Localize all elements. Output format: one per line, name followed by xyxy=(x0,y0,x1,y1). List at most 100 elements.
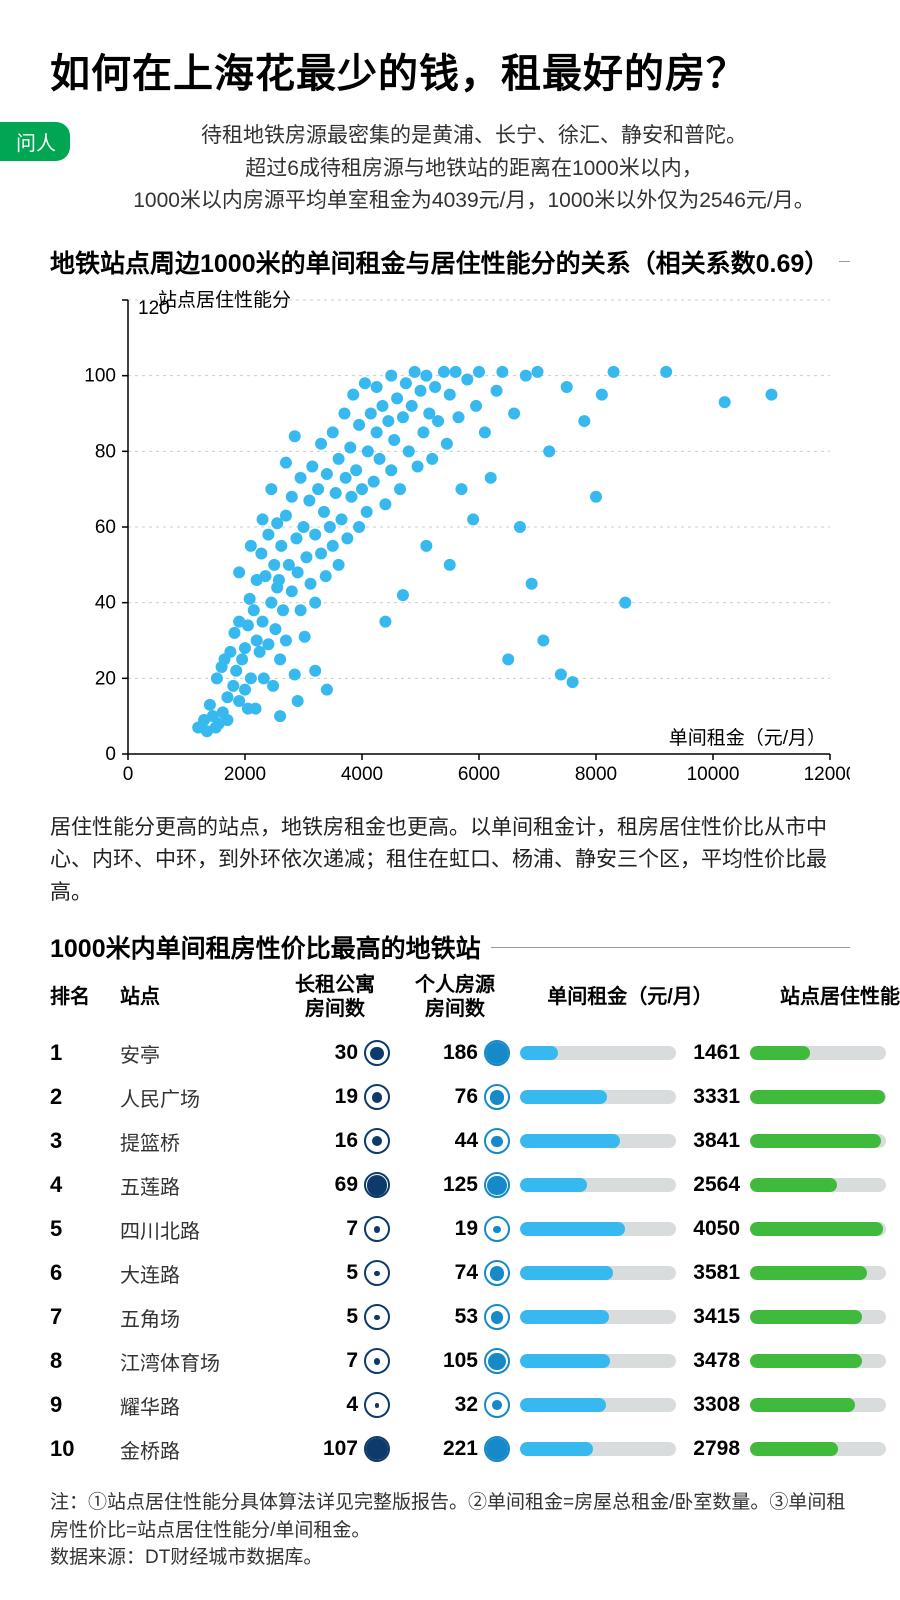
svg-text:10000: 10000 xyxy=(687,764,740,785)
scatter-chart: 0204060801000200040006000800010000120001… xyxy=(50,288,850,798)
table-row: 8 江湾体育场 7 105 3478 xyxy=(50,1339,850,1383)
table-header: 排名 站点 长租公寓房间数 个人房源房间数 单间租金（元/月） 站点居住性能分 xyxy=(50,973,850,1031)
svg-text:站点居住性能分: 站点居住性能分 xyxy=(158,289,291,311)
page-title: 如何在上海花最少的钱，租最好的房？ xyxy=(50,50,850,98)
cell-apt-rooms: 69 xyxy=(280,1172,390,1198)
col-apt: 长租公寓房间数 xyxy=(280,973,390,1021)
col-rent: 单间租金（元/月） xyxy=(520,985,740,1009)
table-row: 6 大连路 5 74 3581 xyxy=(50,1251,850,1295)
cell-apt-rooms: 5 xyxy=(280,1260,390,1286)
cell-personal-rooms: 32 xyxy=(400,1392,510,1418)
cell-rank: 6 xyxy=(50,1260,110,1286)
cell-score-bar: 86 xyxy=(750,1261,900,1285)
cell-score-bar: 98 xyxy=(750,1217,900,1241)
cell-station: 大连路 xyxy=(120,1259,270,1288)
col-station: 站点 xyxy=(120,985,270,1009)
cell-rent-bar: 3478 xyxy=(520,1349,740,1373)
svg-text:单间租金（元/月）: 单间租金（元/月） xyxy=(669,727,826,749)
cell-score-bar: 99 xyxy=(750,1085,900,1109)
table-title: 1000米内单间租房性价比最高的地铁站 xyxy=(50,929,850,965)
mid-paragraph: 居住性能分更高的站点，地铁房租金也更高。以单间租金计，租房居住性价比从市中心、内… xyxy=(50,812,850,910)
footnotes: 注：①站点居住性能分具体算法详见完整版报告。②单间租金=房屋总租金/卧室数量。③… xyxy=(50,1489,850,1572)
cell-apt-rooms: 19 xyxy=(280,1084,390,1110)
table-row: 2 人民广场 19 76 3331 xyxy=(50,1075,850,1119)
table-row: 10 金桥路 107 221 2798 xyxy=(50,1427,850,1471)
cell-score-bar: 77 xyxy=(750,1393,900,1417)
cell-station: 人民广场 xyxy=(120,1083,270,1112)
cell-rent-bar: 3415 xyxy=(520,1305,740,1329)
svg-text:80: 80 xyxy=(95,441,116,462)
cell-rank: 8 xyxy=(50,1348,110,1374)
svg-text:6000: 6000 xyxy=(458,764,500,785)
cell-apt-rooms: 107 xyxy=(280,1436,390,1462)
table-row: 5 四川北路 7 19 4050 xyxy=(50,1207,850,1251)
cell-apt-rooms: 16 xyxy=(280,1128,390,1154)
cell-rank: 10 xyxy=(50,1436,110,1462)
cell-personal-rooms: 44 xyxy=(400,1128,510,1154)
svg-text:4000: 4000 xyxy=(341,764,383,785)
cell-score-bar: 96 xyxy=(750,1129,900,1153)
col-pers: 个人房源房间数 xyxy=(400,973,510,1021)
cell-station: 五莲路 xyxy=(120,1171,270,1200)
cell-rank: 4 xyxy=(50,1172,110,1198)
cell-apt-rooms: 30 xyxy=(280,1040,390,1066)
cell-personal-rooms: 19 xyxy=(400,1216,510,1242)
cell-score-bar: 82 xyxy=(750,1305,900,1329)
cell-station: 金桥路 xyxy=(120,1435,270,1464)
cell-score-bar: 65 xyxy=(750,1437,900,1461)
cell-rent-bar: 3331 xyxy=(520,1085,740,1109)
cell-rent-bar: 4050 xyxy=(520,1217,740,1241)
cell-rank: 2 xyxy=(50,1084,110,1110)
cell-rent-bar: 3841 xyxy=(520,1129,740,1153)
cell-rent-bar: 3581 xyxy=(520,1261,740,1285)
svg-text:8000: 8000 xyxy=(575,764,617,785)
svg-text:0: 0 xyxy=(105,744,116,765)
cell-score-bar: 82 xyxy=(750,1349,900,1373)
cell-rent-bar: 2798 xyxy=(520,1437,740,1461)
table-row: 3 提篮桥 16 44 3841 xyxy=(50,1119,850,1163)
cell-rank: 5 xyxy=(50,1216,110,1242)
cell-rent-bar: 3308 xyxy=(520,1393,740,1417)
intro-row: 问人 待租地铁房源最密集的是黄浦、长宁、徐汇、静安和普陀。超过6成待租房源与地铁… xyxy=(50,120,850,218)
cell-apt-rooms: 7 xyxy=(280,1216,390,1242)
cell-personal-rooms: 125 xyxy=(400,1172,510,1198)
cell-apt-rooms: 4 xyxy=(280,1392,390,1418)
ranking-table: 排名 站点 长租公寓房间数 个人房源房间数 单间租金（元/月） 站点居住性能分 … xyxy=(50,973,850,1471)
table-row: 1 安亭 30 186 1461 xyxy=(50,1031,850,1075)
cell-apt-rooms: 5 xyxy=(280,1304,390,1330)
cell-personal-rooms: 105 xyxy=(400,1348,510,1374)
cell-station: 安亭 xyxy=(120,1039,270,1068)
cell-rank: 1 xyxy=(50,1040,110,1066)
cell-rank: 7 xyxy=(50,1304,110,1330)
cell-station: 提篮桥 xyxy=(120,1127,270,1156)
svg-text:2000: 2000 xyxy=(224,764,266,785)
intro-text: 待租地铁房源最密集的是黄浦、长宁、徐汇、静安和普陀。超过6成待租房源与地铁站的距… xyxy=(98,120,850,218)
cell-apt-rooms: 7 xyxy=(280,1348,390,1374)
scatter-title: 地铁站点周边1000米的单间租金与居住性能分的关系（相关系数0.69） xyxy=(50,244,850,280)
cell-rent-bar: 2564 xyxy=(520,1173,740,1197)
cell-personal-rooms: 186 xyxy=(400,1040,510,1066)
cell-station: 耀华路 xyxy=(120,1391,270,1420)
svg-text:40: 40 xyxy=(95,592,116,613)
cell-score-bar: 44 xyxy=(750,1041,900,1065)
cell-rank: 9 xyxy=(50,1392,110,1418)
svg-text:60: 60 xyxy=(95,517,116,538)
badge: 问人 xyxy=(0,122,70,161)
cell-score-bar: 64 xyxy=(750,1173,900,1197)
table-row: 4 五莲路 69 125 2564 xyxy=(50,1163,850,1207)
col-score: 站点居住性能分 xyxy=(750,985,900,1009)
cell-station: 四川北路 xyxy=(120,1215,270,1244)
col-rank: 排名 xyxy=(50,985,110,1009)
cell-personal-rooms: 221 xyxy=(400,1436,510,1462)
table-row: 9 耀华路 4 32 3308 xyxy=(50,1383,850,1427)
svg-text:0: 0 xyxy=(123,764,134,785)
cell-personal-rooms: 76 xyxy=(400,1084,510,1110)
cell-rank: 3 xyxy=(50,1128,110,1154)
cell-station: 江湾体育场 xyxy=(120,1347,270,1376)
svg-text:20: 20 xyxy=(95,668,116,689)
cell-station: 五角场 xyxy=(120,1303,270,1332)
table-row: 7 五角场 5 53 3415 xyxy=(50,1295,850,1339)
svg-text:100: 100 xyxy=(84,365,116,386)
cell-personal-rooms: 74 xyxy=(400,1260,510,1286)
cell-rent-bar: 1461 xyxy=(520,1041,740,1065)
